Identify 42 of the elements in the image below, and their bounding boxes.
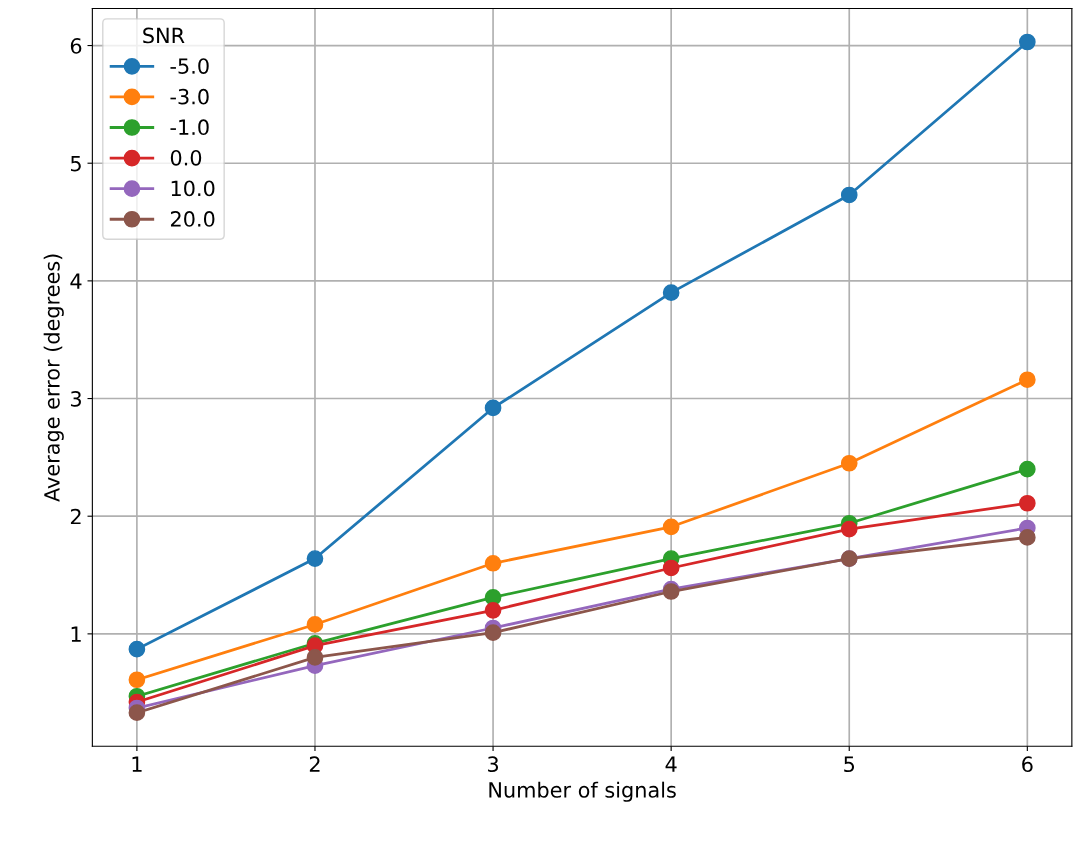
y-tick-label: 1 <box>71 626 81 642</box>
legend-title: SNR <box>143 27 185 44</box>
point <box>306 649 324 666</box>
point <box>662 559 680 577</box>
point <box>1018 460 1036 478</box>
y-tick-label: 6 <box>70 38 82 54</box>
point <box>1018 529 1036 546</box>
y-tick-label: 2 <box>70 508 81 525</box>
point <box>484 602 502 619</box>
x-tick-label: 5 <box>844 756 855 773</box>
x-axis-title: Number of signals <box>489 781 676 802</box>
legend-label: -1.0 <box>170 119 209 136</box>
y-axis-title: Average error (degrees) <box>43 254 64 502</box>
point <box>306 550 324 567</box>
point <box>128 704 146 722</box>
legend-label: 0.0 <box>170 149 202 166</box>
legend-label: -3.0 <box>170 88 209 105</box>
legend-label: 20.0 <box>170 211 215 227</box>
point <box>1018 371 1036 389</box>
point <box>484 399 502 417</box>
point <box>662 518 680 536</box>
point <box>662 284 680 301</box>
point <box>306 616 324 633</box>
point <box>840 454 858 472</box>
point <box>840 186 858 204</box>
point <box>1018 494 1036 512</box>
legend-label: -5.0 <box>170 58 209 74</box>
point <box>484 554 502 572</box>
x-tick-label: 6 <box>1022 756 1033 773</box>
point <box>484 624 502 642</box>
point <box>128 640 146 658</box>
point <box>840 520 858 538</box>
point <box>1018 33 1036 51</box>
y-tick-label: 3 <box>70 390 81 407</box>
y-tick-label: 4 <box>70 273 82 289</box>
x-tick-label: 1 <box>132 756 142 772</box>
x-tick-label: 4 <box>665 756 677 772</box>
x-tick-label: 3 <box>488 756 499 773</box>
x-tick-label: 2 <box>309 756 320 772</box>
point <box>128 671 146 689</box>
legend-label: 10.0 <box>171 180 215 197</box>
y-tick-label: 5 <box>70 155 81 172</box>
